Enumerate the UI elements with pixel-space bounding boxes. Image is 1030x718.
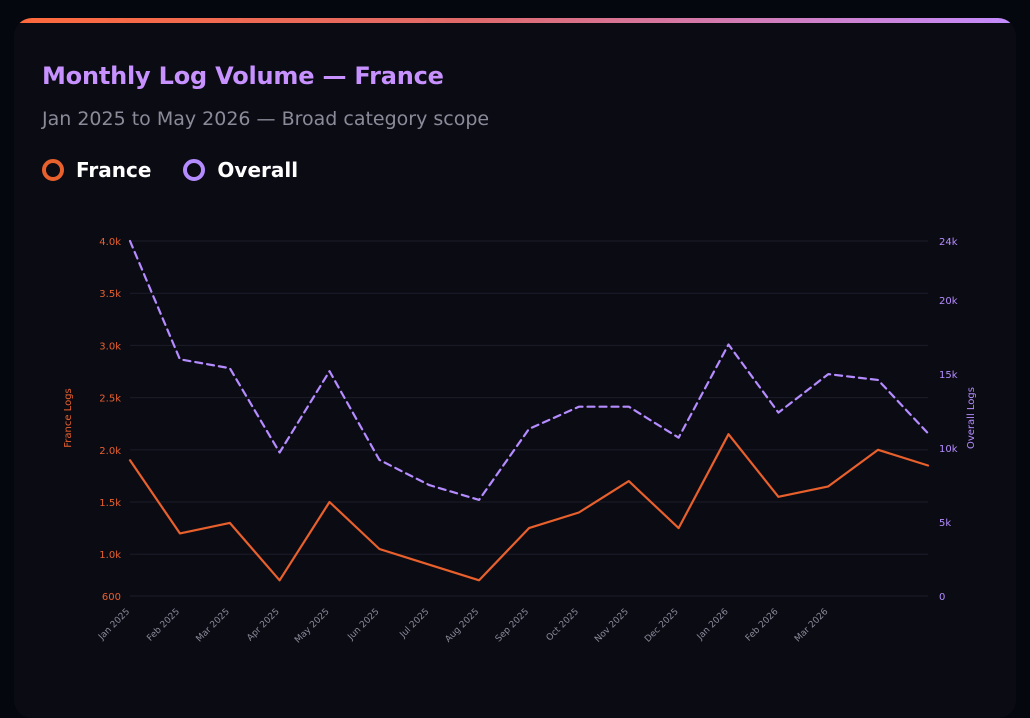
- y-left-tick-label: 3.5k: [99, 289, 121, 300]
- y-right-tick-label: 5k: [939, 518, 951, 529]
- y-left-tick-label: 1.5k: [99, 498, 121, 509]
- y-right-axis-label: Overall Logs: [966, 387, 977, 449]
- x-tick-label: Mar 2026: [793, 607, 830, 644]
- x-tick-label: Mar 2025: [195, 607, 232, 644]
- overall-legend-marker: [183, 159, 206, 181]
- card-accent-bar: [14, 18, 1016, 23]
- y-right-tick-label: 20k: [939, 296, 958, 307]
- chart-title: Monthly Log Volume — France: [42, 62, 444, 90]
- chart-card: Monthly Log Volume — France Jan 2025 to …: [14, 18, 1016, 718]
- y-left-tick-label: 2.0k: [99, 446, 121, 457]
- chart-legend: France Overall: [42, 158, 298, 182]
- legend-label-overall: Overall: [217, 158, 299, 182]
- y-right-tick-label: 15k: [939, 370, 958, 381]
- series-line-france: [128, 433, 930, 582]
- x-tick-label: Oct 2025: [545, 607, 581, 643]
- y-left-tick-label: 1.0k: [99, 550, 121, 561]
- y-left-tick-label: 3.0k: [99, 341, 121, 352]
- legend-item-france[interactable]: France: [42, 158, 151, 182]
- x-tick-label: Feb 2026: [744, 607, 781, 644]
- y-left-tick-label: 600: [102, 592, 121, 603]
- x-tick-label: Feb 2025: [145, 607, 182, 644]
- y-right-tick-label: 0: [939, 592, 945, 603]
- line-chart: 600 1.0k 1.5k 2.0k 2.5k 3.0k 3.5k 4.0k 0 5k 10k 15k…: [63, 237, 977, 645]
- x-tick-label: Apr 2025: [245, 607, 281, 643]
- x-tick-label: Jan 2026: [695, 607, 731, 643]
- x-tick-label: Dec 2025: [643, 607, 681, 645]
- x-tick-label: Sep 2025: [494, 607, 531, 644]
- series-line-overall: [128, 239, 930, 501]
- chart-subtitle: Jan 2025 to May 2026 — Broad category sc…: [42, 108, 490, 130]
- france-legend-marker: [42, 159, 64, 181]
- y-right-tick-label: 10k: [939, 444, 958, 455]
- x-tick-label: May 2025: [293, 607, 331, 645]
- legend-label-france: France: [76, 158, 152, 182]
- y-left-axis-label: France Logs: [63, 388, 74, 448]
- y-left-tick-label: 4.0k: [99, 237, 121, 248]
- x-tick-label: Jul 2025: [398, 607, 432, 641]
- legend-item-overall[interactable]: Overall: [183, 158, 298, 182]
- x-tick-label: Jan 2025: [96, 607, 132, 643]
- x-tick-label: Aug 2025: [444, 607, 482, 645]
- y-left-tick-label: 2.5k: [99, 394, 121, 405]
- x-tick-label: Jun 2025: [346, 607, 382, 643]
- y-right-tick-label: 24k: [939, 237, 958, 248]
- x-tick-label: Nov 2025: [593, 607, 631, 645]
